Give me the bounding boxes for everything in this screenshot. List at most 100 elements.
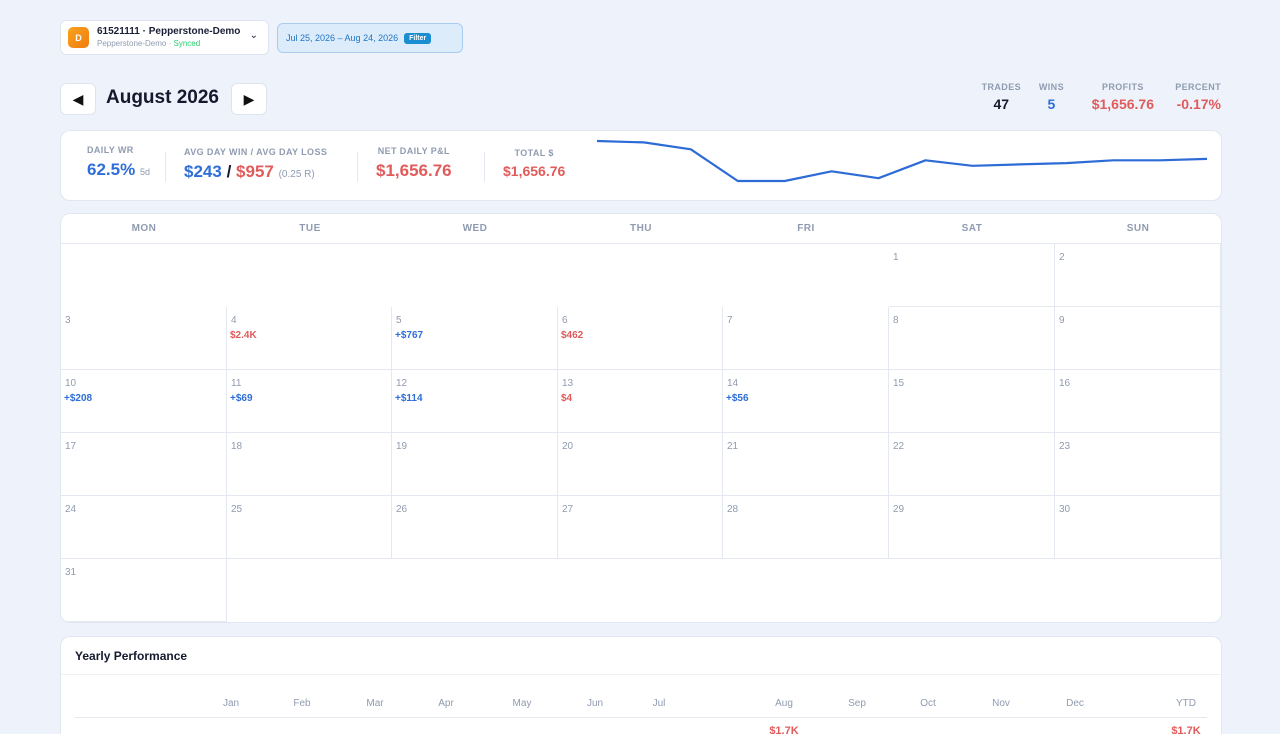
yearly-month-apr: Apr [438,698,454,709]
day-number: 13 [562,378,574,389]
day-pnl: +$208 [64,393,93,404]
weekday-mon: MON [131,223,157,234]
avg-day-win: $243 [184,162,222,181]
calendar-day-cell[interactable]: 16 [1055,370,1221,433]
day-number: 10 [65,378,77,389]
total-dollars: TOTAL $ $1,656.76 [503,148,566,179]
calendar-day-cell[interactable]: 25 [227,496,392,559]
calendar-day-cell[interactable]: 10 +$208 [61,370,227,433]
yearly-month-feb: Feb [293,698,311,709]
day-pnl: +$56 [726,393,749,404]
calendar-day-cell[interactable]: 18 [227,433,392,496]
day-number: 27 [562,504,574,515]
day-number: 1 [893,252,899,263]
prev-month-button[interactable]: ◀ [60,83,96,115]
month-title: August 2026 [106,87,219,108]
day-number: 19 [396,441,408,452]
calendar-day-cell[interactable]: 24 [61,496,227,559]
stat-profits: PROFITS $1,656.76 [1091,82,1154,112]
calendar-day-cell[interactable]: 17 [61,433,227,496]
stat-trades: TRADES 47 [981,82,1021,112]
weekday-wed: WED [462,223,488,234]
yearly-title: Yearly Performance [75,649,188,663]
calendar-day-cell[interactable]: 11 +$69 [227,370,392,433]
daily-winrate: DAILY WR 62.5% 5d [87,145,150,179]
equity-sparkline [596,139,1208,183]
calendar-day-cell[interactable]: 19 [392,433,558,496]
calendar-day-cell[interactable]: 2 [1055,244,1221,307]
weekday-fri: FRI [797,223,815,234]
avg-day-win-loss: AVG DAY WIN / AVG DAY LOSS $243 / $957 (… [184,147,328,181]
arrow-right-icon: ▶ [243,90,255,107]
yearly-value-aug: $1.7K [769,725,799,734]
day-number: 2 [1059,252,1065,263]
next-month-button[interactable]: ▶ [231,83,267,115]
calendar-day-cell[interactable]: 9 [1055,307,1221,370]
calendar-day-cell[interactable]: 15 [889,370,1055,433]
calendar-day-cell[interactable]: 22 [889,433,1055,496]
account-subtitle: Pepperstone-Demo · Synced [97,38,201,48]
day-pnl: $4 [561,393,573,404]
calendar-day-cell[interactable]: 14 +$56 [723,370,889,433]
sync-status: Synced [173,38,201,48]
day-number: 12 [396,378,408,389]
account-selector[interactable]: D 61521111 · Pepperstone-Demo Pepperston… [60,20,269,55]
day-number: 24 [65,504,77,515]
calendar-grid: MON TUE WED THU FRI SAT SUN 1 2 3 4 $2.4K 5 +$… [60,213,1222,623]
day-number: 9 [1059,315,1065,326]
day-number: 18 [231,441,243,452]
yearly-value-ytd: $1.7K [1171,725,1201,734]
calendar-day-cell[interactable]: 13 $4 [558,370,723,433]
calendar-day-cell[interactable]: 8 [889,307,1055,370]
day-number: 26 [396,504,408,515]
calendar-day-cell[interactable]: 28 [723,496,889,559]
day-number: 11 [231,378,242,389]
yearly-month-mar: Mar [366,698,384,709]
day-number: 22 [893,441,905,452]
yearly-month-jun: Jun [586,698,604,709]
filter-button[interactable]: Filter [404,32,432,44]
calendar-day-cell[interactable]: 27 [558,496,723,559]
day-number: 21 [727,441,739,452]
calendar-day-cell[interactable]: 31 [61,559,227,622]
yearly-month-nov: Nov [992,698,1010,709]
calendar-day-cell[interactable]: 21 [723,433,889,496]
account-avatar: D [68,27,89,48]
day-number: 20 [562,441,574,452]
calendar-day-cell[interactable]: 29 [889,496,1055,559]
calendar-day-cell[interactable]: 1 [889,244,1055,307]
day-number: 3 [65,315,71,326]
calendar-day-cell[interactable]: 26 [392,496,558,559]
date-range-filter[interactable]: Jul 25, 2026 – Aug 24, 2026 Filter [277,23,463,53]
day-number: 30 [1059,504,1071,515]
calendar-day-cell[interactable]: 30 [1055,496,1221,559]
yearly-month-dec: Dec [1066,698,1084,709]
weekday-thu: THU [629,223,653,234]
weekday-sat: SAT [961,223,983,234]
day-number: 14 [727,378,739,389]
day-pnl: $2.4K [230,330,257,341]
day-number: 7 [727,315,733,326]
calendar-day-cell[interactable]: 4 $2.4K [227,307,392,370]
calendar-day-cell[interactable]: 20 [558,433,723,496]
day-number: 5 [396,315,402,326]
day-pnl: +$767 [395,330,424,341]
r-ratio: (0.25 R) [278,169,315,180]
day-number: 4 [231,315,237,326]
yearly-month-aug: Aug [775,698,793,709]
day-number: 23 [1059,441,1071,452]
calendar-day-cell[interactable]: 6 $462 [558,307,723,370]
day-number: 17 [65,441,77,452]
avg-day-loss: $957 [236,162,274,181]
yearly-month-ytd: YTD [1176,698,1196,709]
chevron-down-icon: ⌄ [249,30,258,41]
calendar-day-cell[interactable]: 3 [61,307,227,370]
weekday-tue: TUE [299,223,321,234]
calendar-day-cell[interactable]: 12 +$114 [392,370,558,433]
calendar-day-cell[interactable]: 5 +$767 [392,307,558,370]
day-pnl: +$69 [230,393,253,404]
day-number: 15 [893,378,905,389]
day-pnl: +$114 [395,393,423,404]
calendar-day-cell[interactable]: 23 [1055,433,1221,496]
calendar-day-cell[interactable]: 7 [723,307,889,370]
